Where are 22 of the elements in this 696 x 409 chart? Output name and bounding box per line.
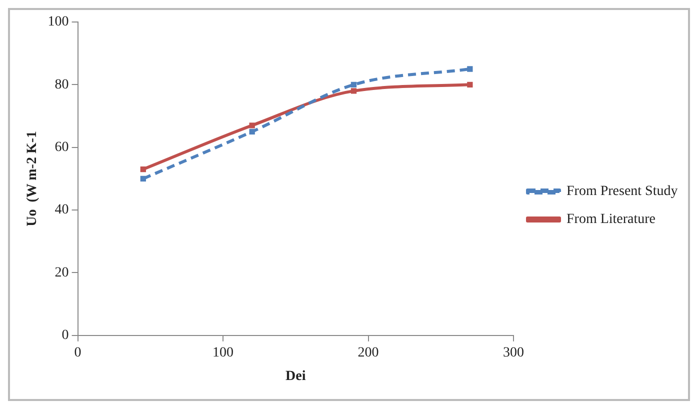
- y-tick-label: 100: [48, 14, 69, 30]
- x-axis-title: Dei: [286, 369, 306, 384]
- y-tick-label: 60: [54, 140, 69, 156]
- x-tick-label: 100: [212, 345, 234, 360]
- point: [467, 66, 473, 72]
- y-tick-label: 40: [54, 202, 69, 218]
- point: [249, 128, 255, 135]
- x-tick-label: 200: [358, 345, 379, 360]
- point: [140, 166, 146, 172]
- point: [350, 88, 357, 94]
- legend-label: From Present Study: [566, 184, 678, 200]
- legend-label: From Literature: [566, 212, 656, 228]
- x-tick-label: 300: [503, 345, 524, 360]
- y-tick-label: 20: [54, 265, 69, 280]
- point: [249, 122, 255, 128]
- y-tick-label: 80: [54, 77, 69, 92]
- point: [350, 82, 357, 88]
- x-tick-label: 0: [74, 345, 82, 360]
- y-axis-title: Uo (W m-2 K-1: [25, 130, 40, 226]
- point: [467, 82, 473, 88]
- point: [140, 176, 146, 182]
- y-tick-label: 0: [62, 328, 69, 344]
